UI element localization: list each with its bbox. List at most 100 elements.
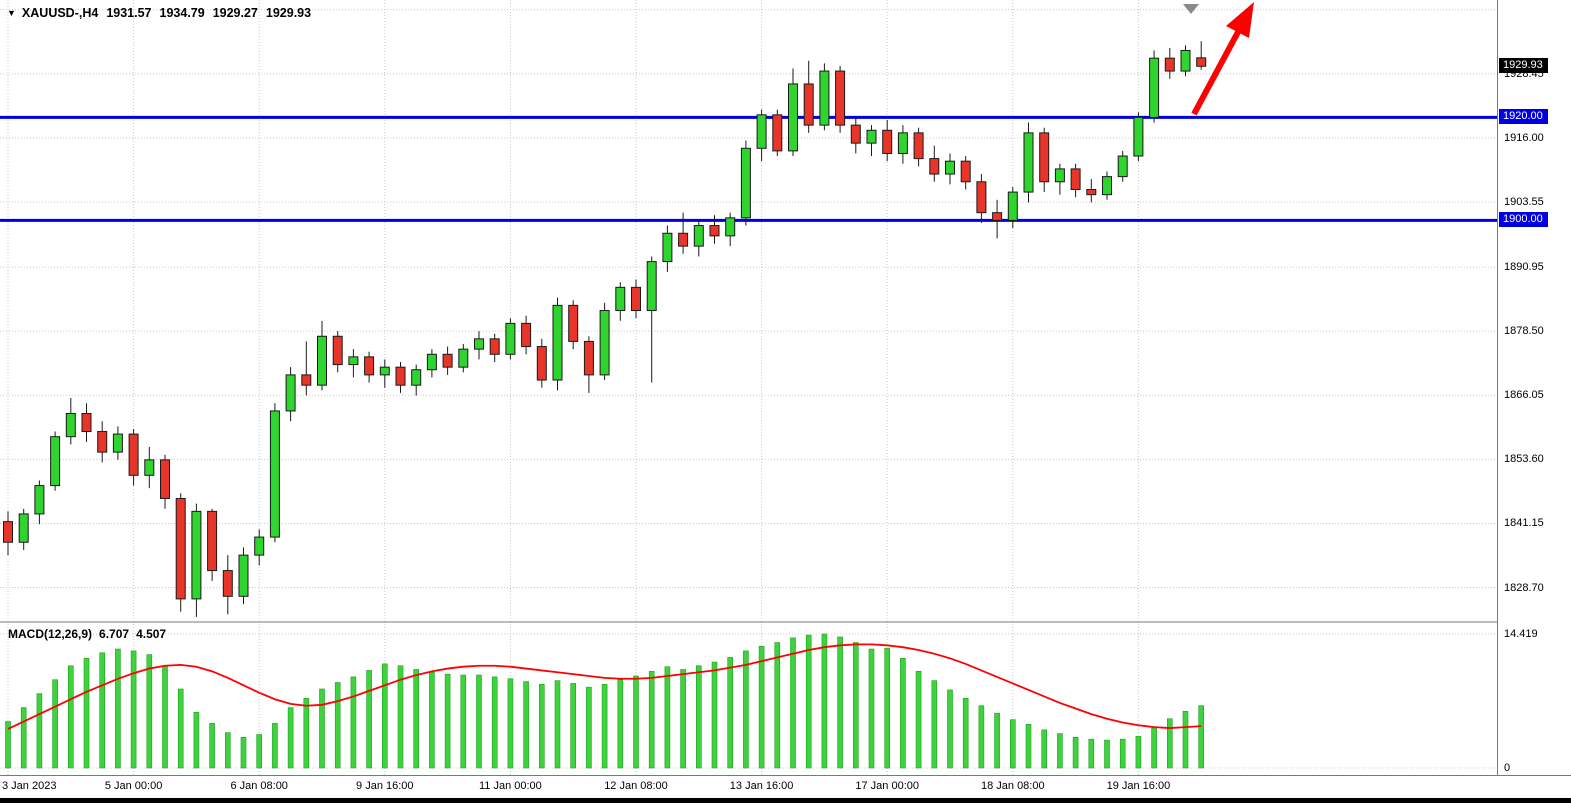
bull-candle — [1023, 132, 1034, 193]
chart-canvas[interactable] — [0, 0, 1497, 775]
time-axis-label: 3 Jan 2023 — [2, 780, 57, 792]
symbol-dropdown-icon[interactable]: ▼ — [7, 8, 16, 18]
macd-histogram-bar — [884, 647, 891, 769]
macd-histogram-bar — [366, 670, 372, 769]
macd-histogram-bar — [633, 675, 639, 769]
bear-candle — [536, 346, 547, 381]
macd-histogram-bar — [256, 734, 263, 769]
macd-histogram-bar — [538, 684, 545, 769]
window-bottom-edge — [0, 798, 1571, 803]
bull-candle — [50, 436, 61, 487]
macd-histogram-bar — [837, 636, 843, 769]
price-axis[interactable]: 1928.45 1916.00 1903.55 1890.95 1878.50 1866.… — [1497, 0, 1571, 775]
macd-histogram-bar — [962, 698, 969, 769]
bear-candle — [207, 510, 218, 572]
bull-candle — [144, 459, 155, 476]
price-tick-label: 1890.95 — [1504, 261, 1544, 273]
bull-candle — [693, 225, 704, 247]
chart-shift-marker-icon[interactable] — [1183, 4, 1199, 14]
candles-layer — [3, 41, 1207, 617]
bull-candle — [646, 261, 657, 312]
macd-histogram-bar — [570, 683, 577, 769]
macd-histogram-bar — [177, 688, 184, 769]
price-tick-label: 1828.70 — [1504, 581, 1544, 594]
bull-candle — [788, 83, 798, 152]
bull-candle — [1133, 116, 1144, 157]
bull-candle — [411, 369, 422, 386]
bear-candle — [160, 459, 170, 499]
bull-candle — [285, 374, 296, 412]
macd-histogram-bar — [727, 657, 734, 769]
bear-candle — [442, 353, 453, 368]
bear-candle — [175, 497, 186, 600]
macd-histogram-bar — [947, 689, 953, 769]
bear-candle — [568, 304, 579, 342]
bull-candle — [191, 510, 202, 600]
macd-histogram-bar — [36, 693, 43, 769]
macd-histogram-bar — [272, 723, 278, 769]
bull-candle — [238, 554, 249, 597]
bull-candle — [552, 304, 563, 381]
indicator-tick-label: 14.419 — [1504, 628, 1538, 640]
bull-candle — [725, 217, 736, 237]
macd-signal-line — [7, 643, 1202, 730]
bear-candle — [850, 124, 861, 144]
macd-histogram-bar — [774, 642, 781, 769]
bull-candle — [348, 356, 359, 366]
bull-candle — [756, 114, 767, 149]
macd-histogram-bar — [1088, 738, 1095, 769]
bull-candle — [269, 410, 280, 538]
macd-histogram-bar — [680, 669, 686, 769]
macd-histogram-bar — [790, 637, 796, 769]
bull-candle — [1149, 57, 1160, 118]
macd-histogram-bar — [931, 680, 938, 769]
macd-histogram-bar — [413, 669, 420, 769]
bull-candle — [945, 160, 955, 175]
bear-candle — [1039, 132, 1050, 183]
bear-candle — [772, 114, 783, 152]
macd-histogram-bar — [115, 648, 121, 769]
price-tick-label: 1878.50 — [1504, 325, 1544, 338]
indicator-signal-value: 4.507 — [136, 627, 167, 641]
macd-histogram-bar — [209, 723, 215, 769]
indicator-label: MACD(12,26,9) 6.707 4.507 — [8, 627, 166, 641]
macd-histogram-bar — [52, 679, 58, 769]
arrow-head[interactable] — [1226, 2, 1254, 38]
bear-candle — [97, 431, 108, 453]
bear-candle — [395, 366, 406, 386]
time-axis-label: 9 Jan 16:00 — [356, 780, 414, 792]
bull-candle — [426, 353, 437, 371]
grid-layer — [0, 0, 1497, 775]
bear-candle — [960, 160, 971, 183]
trend-arrow-annotation — [1191, 2, 1254, 116]
macd-histogram-bar — [303, 698, 310, 769]
bear-candle — [222, 570, 233, 597]
macd-histogram-bar — [68, 665, 74, 769]
bull-candle — [599, 310, 610, 376]
macd-histogram-bar — [429, 671, 435, 769]
arrow-shaft[interactable] — [1191, 30, 1241, 116]
macd-histogram-bar — [146, 654, 153, 769]
macd-histogram-bar — [162, 665, 168, 769]
macd-histogram-bar — [83, 658, 90, 769]
time-axis-label: 19 Jan 16:00 — [1106, 780, 1171, 792]
bull-candle — [1007, 191, 1018, 221]
bear-candle — [332, 335, 343, 366]
macd-histogram-bar — [586, 686, 592, 769]
time-axis[interactable]: 3 Jan 2023 5 Jan 00:00 6 Jan 08:00 9 Jan 16… — [0, 775, 1571, 798]
price-tick-label: 1853.60 — [1504, 453, 1544, 466]
bear-candle — [489, 338, 500, 355]
macd-histogram-bar — [1135, 736, 1142, 769]
macd-histogram-bar — [381, 663, 388, 769]
bear-candle — [81, 413, 92, 433]
bear-candle — [803, 83, 814, 126]
time-axis-label: 18 Jan 08:00 — [980, 780, 1045, 792]
macd-histogram-bar — [523, 681, 529, 769]
bear-candle — [3, 521, 13, 543]
macd-histogram-bar — [1167, 718, 1173, 769]
bull-candle — [34, 485, 45, 515]
bull-candle — [317, 335, 327, 386]
bear-candle — [929, 158, 940, 175]
symbol-timeframe-label: XAUUSD-,H4 — [21, 6, 99, 20]
